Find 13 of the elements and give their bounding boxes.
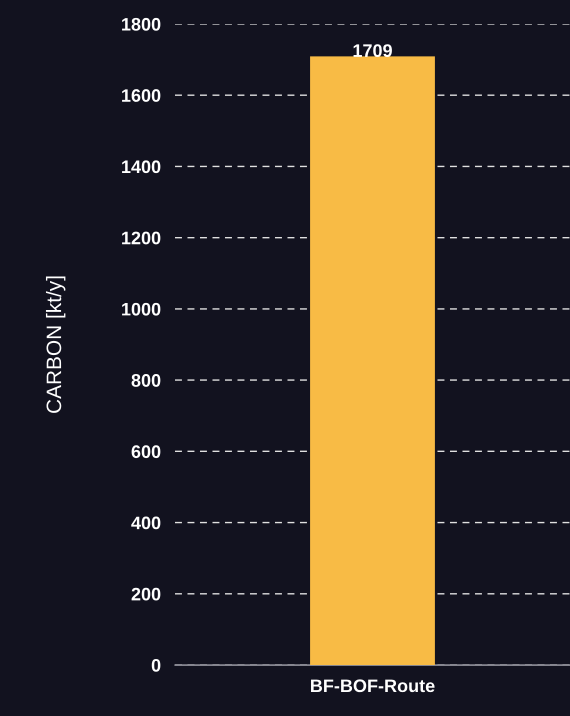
y-tick-label: 1800	[122, 18, 160, 31]
y-tick-label: 0	[152, 658, 160, 672]
y-tick-label: 1000	[122, 302, 160, 316]
data-label: 1709	[354, 44, 392, 57]
x-tick-label: BF-BOF-Route	[311, 679, 435, 692]
y-tick-label: 1400	[122, 160, 160, 174]
y-axis-title: CARBON [kt/y]	[46, 276, 66, 413]
y-tick-label: 1600	[122, 89, 160, 102]
y-tick-label: 400	[131, 516, 160, 530]
y-tick-label: 1200	[122, 232, 160, 244]
y-tick-label: 200	[132, 588, 160, 601]
y-tick-label: 800	[132, 374, 160, 387]
y-tick-label: 600	[132, 445, 160, 458]
